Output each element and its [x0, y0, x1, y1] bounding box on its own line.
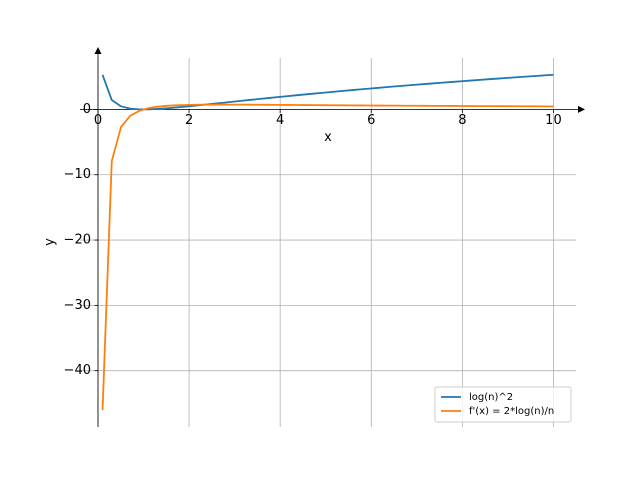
legend: log(n)^2 f'(x) = 2*log(n)/n: [434, 386, 572, 423]
y-axis-label: y: [43, 238, 58, 246]
y-axis-arrow: [94, 47, 102, 54]
x-tick-label: 10: [545, 113, 562, 128]
legend-label: log(n)^2: [469, 392, 513, 403]
x-tick-label: 2: [185, 113, 193, 128]
y-tick-label: −30: [64, 298, 91, 313]
series-line: [101, 73, 554, 111]
y-tick-label: −10: [64, 167, 91, 182]
legend-box: [434, 386, 572, 423]
series-line: [101, 103, 554, 411]
y-tick-label: −20: [64, 233, 91, 248]
x-axis-arrow: [578, 105, 585, 113]
x-axis-label: x: [324, 130, 332, 145]
x-tick-label: 4: [276, 113, 284, 128]
y-tick-label: −40: [64, 363, 91, 378]
legend-label: f'(x) = 2*log(n)/n: [469, 406, 554, 417]
x-tick-label: 8: [458, 113, 466, 128]
x-tick-label: 6: [367, 113, 375, 128]
